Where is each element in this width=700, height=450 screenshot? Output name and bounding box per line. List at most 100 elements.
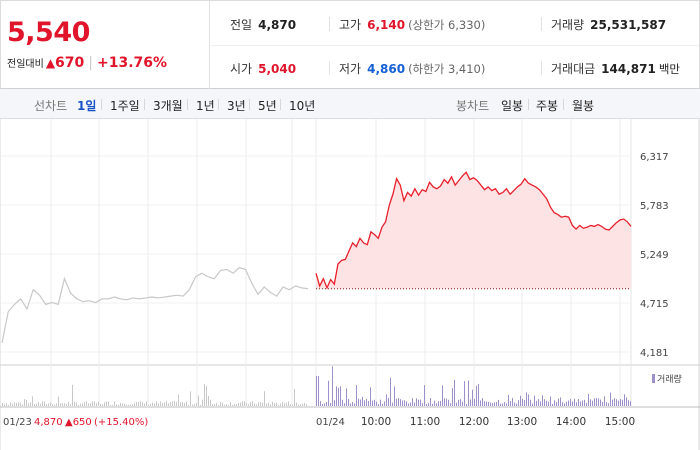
today-volume-bar [598,398,599,406]
today-volume-bar [428,402,429,406]
tab-10y[interactable]: 10년 [289,99,316,113]
prev-volume-bar [38,401,39,406]
today-volume-bar [446,398,447,406]
prev-volume-bar [212,404,213,406]
today-volume-bar [562,402,563,406]
today-price-line [315,171,632,290]
today-volume-bar [460,399,461,406]
prev-volume-bar [158,403,159,406]
stat-open: 시가 5,040 [230,62,297,76]
prev-volume-bar [272,401,273,406]
today-volume-bar [458,399,459,406]
prev-volume-bar [154,403,155,406]
prev-volume-bar [48,403,49,406]
today-volume-bar [526,392,527,406]
prev-volume-bar [240,402,241,406]
tab-1w[interactable]: 1주일 [110,99,140,113]
prev-volume-bar [168,403,169,406]
tab-1d[interactable]: 1일 [77,99,97,113]
prev-volume-bar [230,402,231,406]
change-label: 전일대비 [7,59,44,70]
tab-weekly-candle[interactable]: 주봉 [536,99,559,113]
today-volume-bar [362,396,363,406]
today-volume-bar [436,403,437,406]
prev-volume-bar [36,403,37,406]
prev-volume-bar [68,402,69,406]
change-value: 670 [55,55,85,71]
prev-volume-bar [200,404,201,406]
prev-volume-bar [18,402,19,406]
prev-volume-bar [72,384,73,406]
today-volume-bar [346,388,347,406]
today-volume-bar [530,399,531,406]
prev-volume-bar [286,403,287,406]
prev-volume-bar [302,403,303,406]
prev-volume-bar [136,401,137,406]
tab-3m[interactable]: 3개월 [153,99,183,113]
prev-volume-bar [296,402,297,406]
today-volume-bar [370,387,371,406]
prev-volume-bar [150,403,151,406]
tab-1y[interactable]: 1년 [196,99,215,113]
stat-volume: 거래량 25,531,587 [551,18,667,32]
today-volume-bar [342,399,343,406]
today-volume-bar [608,403,609,406]
today-volume-bar [322,403,323,406]
today-volume-bar [404,400,405,406]
today-volume-bar [506,403,507,406]
today-volume-bar [374,399,375,406]
today-volume-bar [336,386,337,406]
prev-volume-bar [248,404,249,406]
prev-volume-bar [52,404,53,406]
today-volume-bar [420,399,421,406]
today-volume-bar [622,399,623,406]
today-volume-bar [356,385,357,406]
prev-volume-bar [124,403,125,406]
prev-volume-bar [130,404,131,406]
prev-volume-bar [70,403,71,406]
time-tick-label: 11:00 [410,416,440,428]
time-tick-label: 10:00 [361,416,391,428]
prev-volume-bar [60,403,61,406]
prev-day-price-line [1,267,309,344]
today-volume-bar [538,399,539,406]
prev-volume-bar [24,399,25,406]
prev-volume-bar [220,402,221,406]
prev-volume-bar [172,401,173,406]
prev-volume-bar [144,403,145,406]
today-volume-bar [434,400,435,406]
prev-volume-bar [4,404,5,406]
prev-volume-bar [90,403,91,406]
prev-volume-bar [282,401,283,406]
prev-volume-bar [268,402,269,406]
today-volume-bar [498,399,499,406]
today-volume-bar [596,398,597,406]
prev-volume-bar [190,391,191,406]
tab-3y[interactable]: 3년 [227,99,246,113]
today-volume-bar [466,403,467,406]
prev-volume-bar [22,404,23,406]
tab-monthly-candle[interactable]: 월봉 [572,99,595,113]
prev-volume-bar [76,402,77,406]
today-volume-bar [390,377,391,406]
today-volume-bar [626,397,627,406]
prev-volume-bar [104,402,105,406]
prev-volume-bar [148,404,149,406]
tab-5y[interactable]: 5년 [258,99,277,113]
prev-volume-bar [288,401,289,406]
today-volume-bar [366,398,367,406]
today-volume-bar [432,403,433,406]
today-volume-bar [400,399,401,406]
prev-volume-bar [238,403,239,406]
today-volume-bar [384,401,385,406]
today-volume-bar [508,394,509,406]
today-volume-bar [408,403,409,406]
tab-daily-candle[interactable]: 일봉 [501,99,524,113]
today-volume-bar [474,399,475,406]
today-volume-bar [588,393,589,406]
prev-volume-bar [304,402,305,406]
today-volume-bar [448,399,449,406]
today-volume-bar [590,399,591,406]
today-volume-bar [324,403,325,406]
today-date-label: 01/24 [316,417,345,428]
